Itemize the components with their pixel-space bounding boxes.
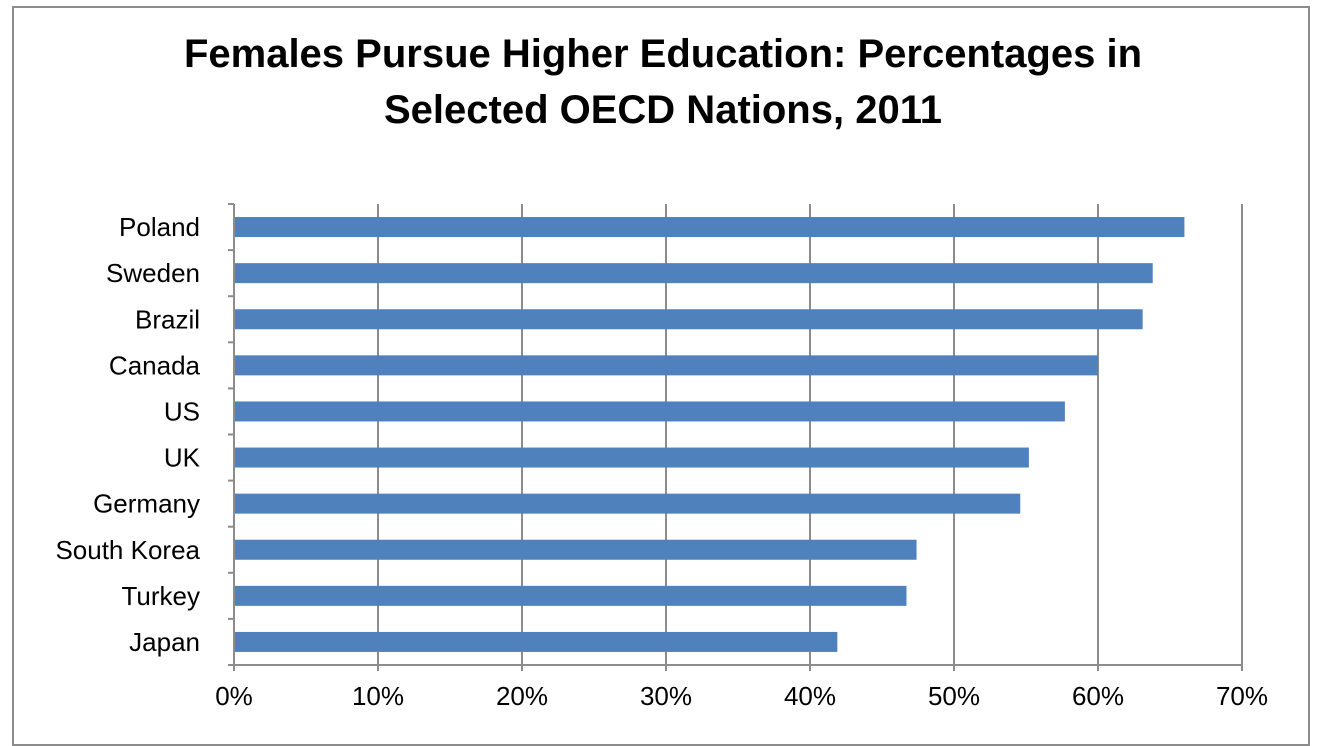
y-category-label: Germany [93,489,200,519]
y-category-label: South Korea [55,535,200,565]
x-tick-label: 0% [215,681,253,711]
chart-title: Females Pursue Higher Education: Percent… [183,32,1143,132]
x-tick-label: 70% [1216,681,1268,711]
bar [235,539,917,560]
y-category-label: Turkey [122,581,201,611]
y-category-label: UK [164,443,201,473]
bar [235,263,1153,284]
x-tick-label: 50% [928,681,980,711]
bar [235,493,1021,514]
x-tick-label: 30% [640,681,692,711]
bar [235,309,1143,330]
y-category-label: Poland [119,212,200,242]
y-category-label: Canada [109,350,201,380]
x-tick-label: 10% [352,681,404,711]
bar [235,217,1185,238]
y-category-label: Japan [129,627,200,657]
y-category-label: Sweden [106,258,200,288]
tick-labels: 0% 10% 20% 30% 40% 50% 60% 70% Poland Sweden Brazi… [55,212,1268,711]
bar [235,447,1029,468]
chart-frame: Females Pursue Higher Education: Percent… [12,6,1310,746]
y-category-label: Brazil [135,304,200,334]
bar [235,401,1065,422]
x-tick-label: 20% [496,681,548,711]
bar [235,631,838,652]
bar [235,355,1098,376]
bars [235,217,1185,652]
axes [228,203,1243,671]
bar [235,585,907,606]
x-tick-label: 60% [1072,681,1124,711]
y-category-label: US [164,396,200,426]
x-tick-label: 40% [784,681,836,711]
